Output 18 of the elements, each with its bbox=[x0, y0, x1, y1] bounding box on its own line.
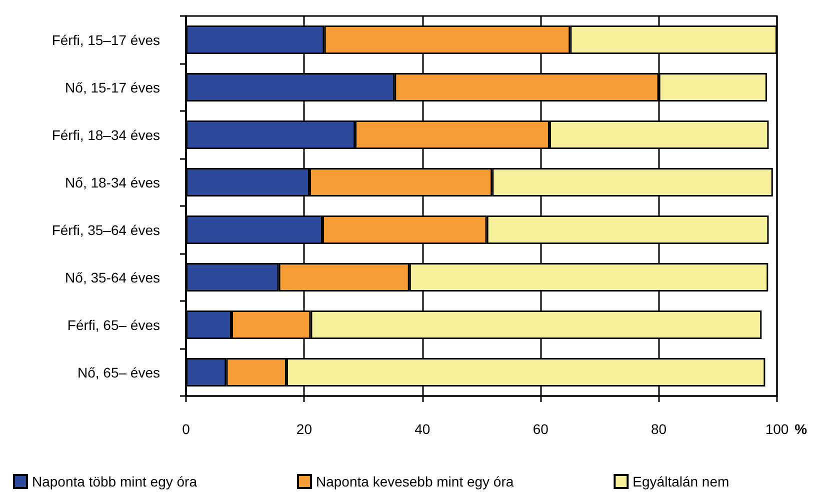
y-tick-label: Nő, 15-17 éves bbox=[65, 79, 160, 96]
x-tick-label: 40 bbox=[414, 421, 430, 437]
x-tick-label: 100 bbox=[765, 421, 789, 437]
x-tick-label: 0 bbox=[182, 421, 190, 437]
y-tick-label: Férfi, 18–34 éves bbox=[52, 126, 160, 143]
x-axis-title: % bbox=[794, 421, 808, 437]
x-tick-label: 20 bbox=[296, 421, 312, 437]
y-tick-label: Férfi, 15–17 éves bbox=[52, 32, 160, 48]
legend-label: Egyáltalán nem bbox=[632, 474, 730, 490]
x-tick-label: 60 bbox=[532, 421, 549, 437]
y-tick-label: Férfi, 35–64 éves bbox=[52, 222, 160, 238]
y-tick-label: Nő, 65– éves bbox=[78, 364, 160, 380]
legend-label: Naponta kevesebb mint egy óra bbox=[316, 474, 514, 490]
x-tick-label: 80 bbox=[651, 421, 667, 437]
y-tick-label: Nő, 18-34 éves bbox=[65, 174, 160, 190]
y-tick-label: Férfi, 65– éves bbox=[67, 316, 160, 333]
legend-label: Naponta több mint egy óra bbox=[32, 474, 198, 490]
y-tick-label: Nő, 35-64 éves bbox=[65, 269, 160, 286]
